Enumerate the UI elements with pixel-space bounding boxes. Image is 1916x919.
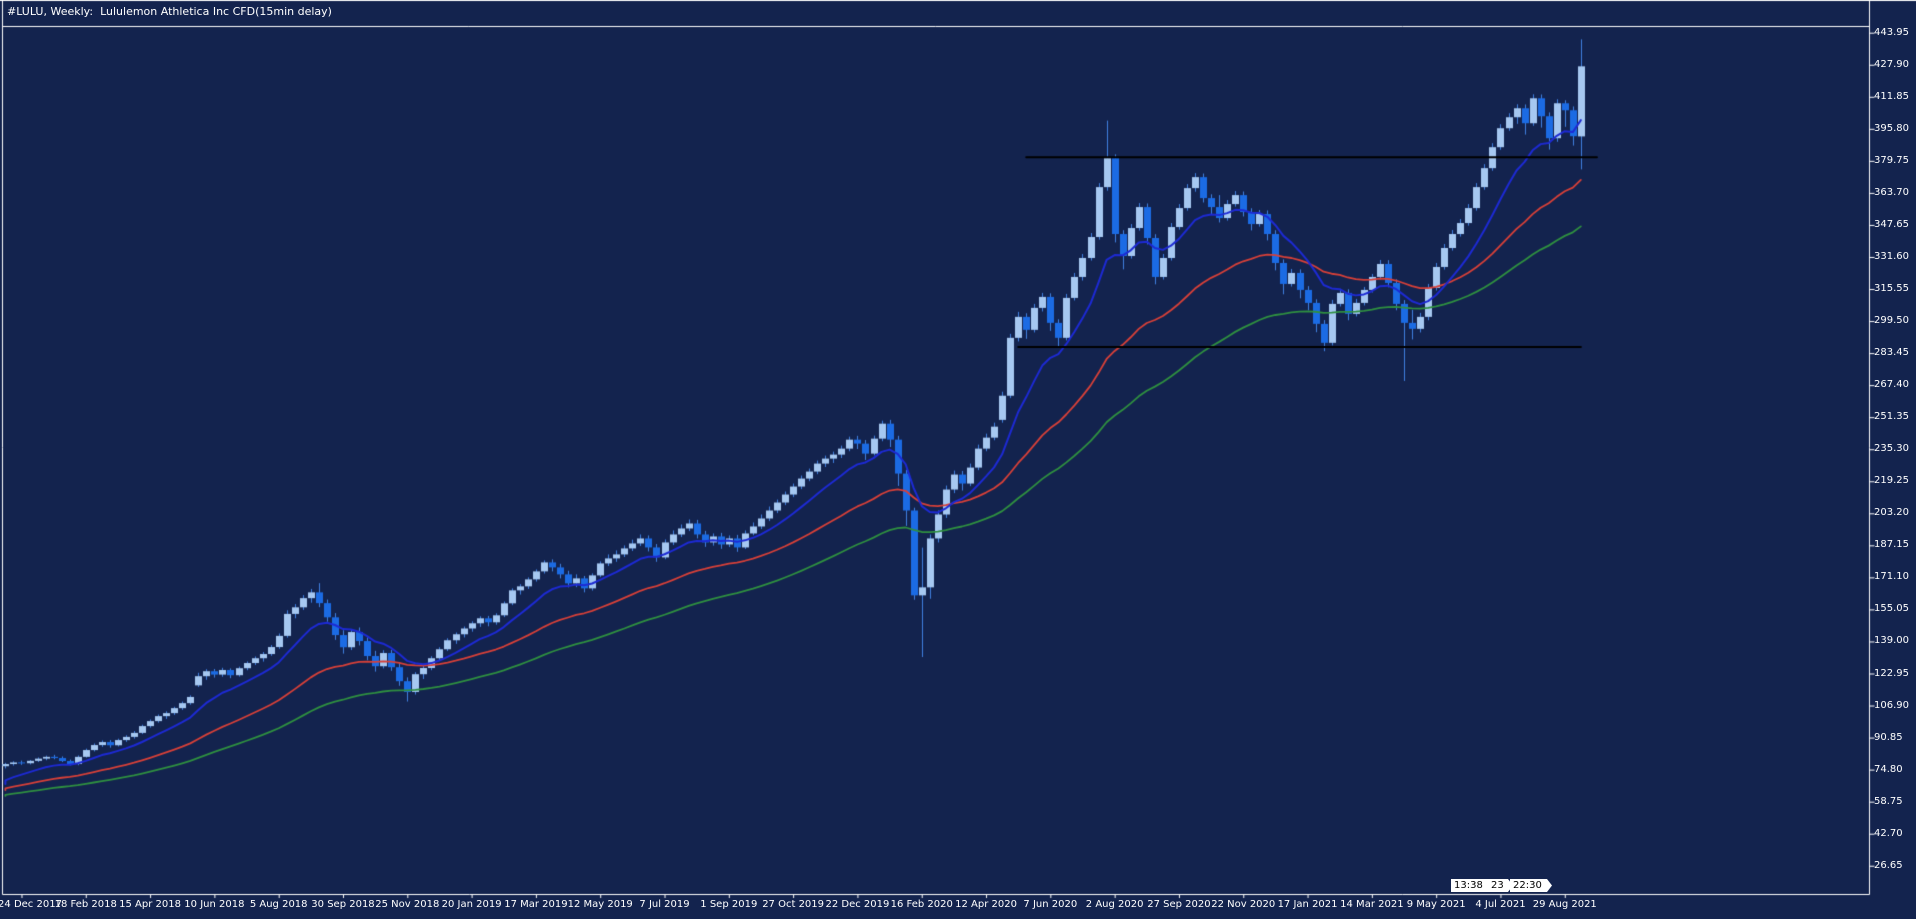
price-axis-label: 363.70: [1874, 186, 1909, 198]
price-axis-label: 267.40: [1874, 379, 1909, 391]
date-axis-label: 12 Apr 2020: [955, 899, 1017, 910]
date-axis-label: 30 Sep 2018: [311, 899, 375, 910]
time-flag[interactable]: 23: [1488, 879, 1513, 892]
price-axis-label: 283.45: [1874, 347, 1909, 359]
price-axis-label: 299.50: [1874, 315, 1909, 327]
date-axis-label: 14 Mar 2021: [1340, 899, 1404, 910]
date-axis-label: 10 Jun 2018: [184, 899, 245, 910]
price-axis-label: 139.00: [1874, 635, 1909, 647]
price-axis-label: 411.85: [1874, 90, 1909, 102]
price-axis-label: 74.80: [1874, 763, 1903, 775]
date-axis-label: 4 Jul 2021: [1475, 899, 1526, 910]
date-axis-label: 24 Dec 2017: [0, 899, 62, 910]
date-axis-label: 9 May 2021: [1406, 899, 1466, 910]
date-axis-label: 5 Aug 2018: [249, 899, 308, 910]
date-axis-label: 17 Mar 2019: [504, 899, 568, 910]
date-axis-label: 15 Apr 2018: [119, 899, 181, 910]
date-axis-label: 25 Nov 2018: [375, 899, 440, 910]
price-axis-label: 26.65: [1874, 859, 1903, 871]
date-axis-label: 12 May 2019: [567, 899, 633, 910]
chart-title: #LULU, Weekly: Lululemon Athletica Inc C…: [7, 5, 332, 18]
time-flag-separator: [1504, 880, 1505, 892]
price-axis-label: 331.60: [1874, 250, 1909, 262]
date-axis-label: 7 Jul 2019: [639, 899, 690, 910]
price-axis-label: 106.90: [1874, 699, 1909, 711]
date-axis-label: 1 Sep 2019: [700, 899, 758, 910]
date-axis-label: 22 Dec 2019: [825, 899, 890, 910]
price-axis-label: 122.95: [1874, 667, 1909, 679]
price-axis-label: 219.25: [1874, 475, 1909, 487]
price-axis-label: 187.15: [1874, 539, 1909, 551]
date-axis-label: 2 Aug 2020: [1085, 899, 1144, 910]
price-axis-label: 203.20: [1874, 507, 1909, 519]
date-axis-label: 29 Aug 2021: [1532, 899, 1597, 910]
time-flag[interactable]: 13:38: [1451, 879, 1493, 892]
date-axis-label: 18 Feb 2018: [54, 899, 117, 910]
date-axis-label: 20 Jan 2019: [441, 899, 502, 910]
date-axis-label: 7 Jun 2020: [1023, 899, 1078, 910]
date-axis-label: 17 Jan 2021: [1277, 899, 1338, 910]
price-axis-label: 155.05: [1874, 603, 1909, 615]
date-axis-label: 27 Oct 2019: [762, 899, 825, 910]
date-axis-label: 16 Feb 2020: [890, 899, 953, 910]
date-axis-label: 22 Nov 2020: [1211, 899, 1276, 910]
price-axis-label: 171.10: [1874, 571, 1909, 583]
time-flag[interactable]: 22:30: [1510, 879, 1552, 892]
price-axis-label: 379.75: [1874, 154, 1909, 166]
price-axis-label: 315.55: [1874, 283, 1909, 295]
price-axis-label: 395.80: [1874, 122, 1909, 134]
price-axis-label: 347.65: [1874, 218, 1909, 230]
price-axis-label: 42.70: [1874, 827, 1903, 839]
date-axis-label: 27 Sep 2020: [1147, 899, 1211, 910]
price-axis-label: 235.30: [1874, 443, 1909, 455]
price-axis-label: 251.35: [1874, 411, 1909, 423]
price-axis-label: 90.85: [1874, 731, 1903, 743]
price-axis-label: 427.90: [1874, 58, 1909, 70]
price-axis-label: 443.95: [1874, 26, 1909, 38]
price-axis-label: 58.75: [1874, 795, 1903, 807]
